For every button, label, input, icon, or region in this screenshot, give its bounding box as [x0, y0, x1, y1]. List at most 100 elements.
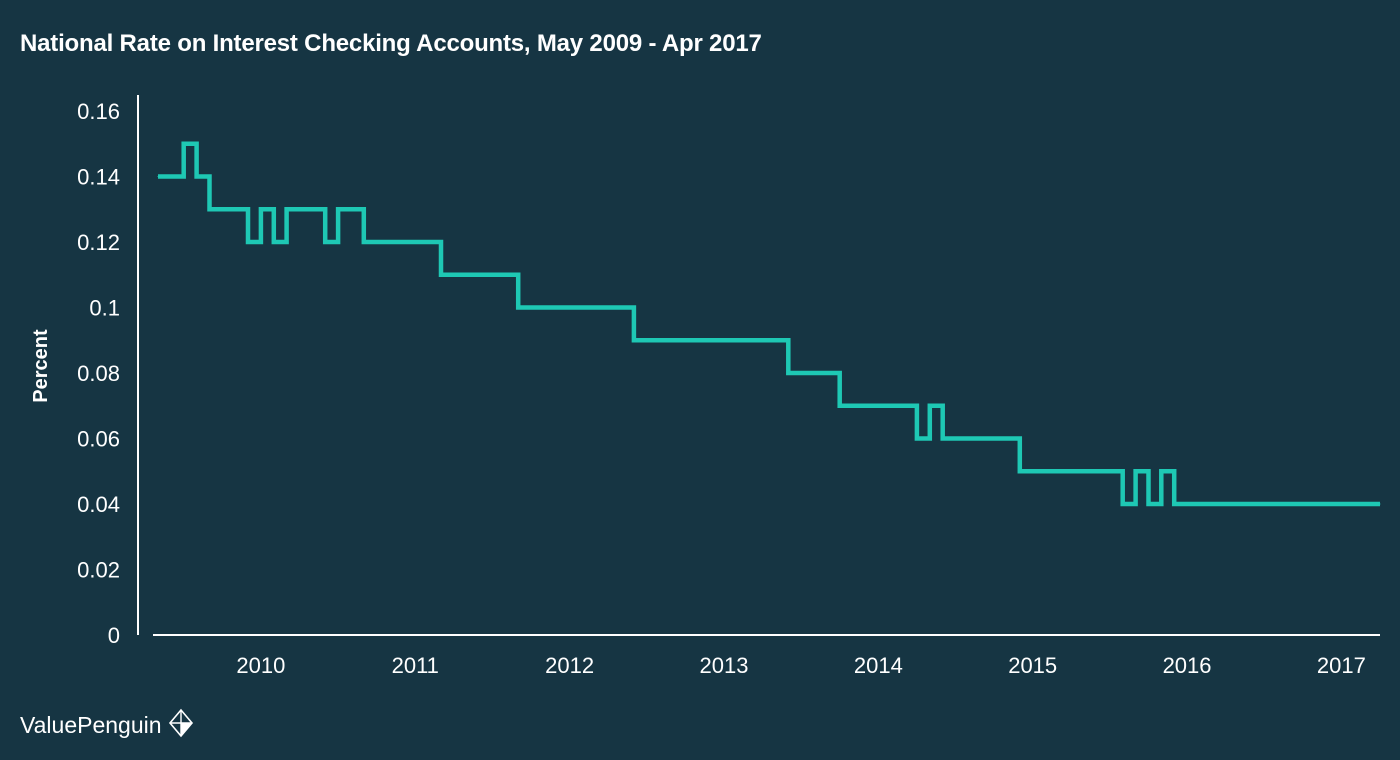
data-point	[517, 307, 519, 308]
data-point	[414, 241, 416, 243]
data-point	[710, 339, 712, 341]
y-tick-label: 0.12	[77, 230, 120, 255]
y-tick-label: 0.16	[77, 99, 120, 124]
data-point	[569, 307, 571, 308]
data-point	[543, 307, 545, 308]
data-point	[774, 339, 776, 341]
data-point	[1148, 503, 1149, 505]
data-point	[1289, 503, 1291, 505]
data-point	[1366, 503, 1368, 505]
data-point	[993, 438, 995, 439]
data-point	[594, 307, 596, 308]
data-point	[1109, 470, 1111, 472]
data-point	[453, 274, 455, 276]
data-point	[157, 176, 159, 177]
data-point	[980, 438, 982, 439]
data-point	[221, 208, 223, 210]
data-point	[1122, 503, 1124, 505]
data-point	[865, 405, 866, 407]
data-point	[273, 241, 275, 243]
data-point	[466, 274, 468, 276]
data-point	[1379, 503, 1381, 505]
data-point	[813, 372, 815, 374]
data-point	[1353, 503, 1355, 505]
data-point	[491, 274, 493, 276]
data-point	[890, 405, 892, 407]
data-point	[209, 208, 210, 210]
data-point	[363, 241, 365, 243]
data-point	[852, 405, 854, 407]
chart-title: National Rate on Interest Checking Accou…	[20, 30, 762, 57]
y-tick-label: 0.06	[77, 427, 120, 452]
x-tick-label: 2016	[1163, 653, 1212, 678]
data-point	[376, 241, 378, 243]
data-point	[1238, 503, 1239, 505]
data-point	[1096, 470, 1098, 472]
series-group	[157, 141, 1381, 507]
data-point	[299, 208, 300, 210]
data-point	[967, 438, 969, 439]
data-point	[723, 339, 725, 341]
data-point	[234, 208, 236, 210]
data-point	[170, 176, 172, 177]
data-point	[903, 405, 905, 407]
y-tick-label: 0	[108, 623, 120, 648]
data-point	[762, 339, 764, 341]
data-point	[1135, 470, 1137, 472]
penguin-logo-icon	[168, 708, 194, 743]
line-chart: 00.020.040.060.080.10.120.140.16 2010 201…	[30, 95, 1381, 678]
data-point	[1032, 470, 1034, 472]
data-point	[916, 438, 918, 439]
x-tick-label: 2017	[1317, 653, 1366, 678]
data-point	[787, 372, 789, 374]
data-point	[633, 339, 635, 341]
x-axis: 2010 2011 2012 2013 2014 2015 2016 2017	[153, 634, 1380, 678]
y-tick-label: 0.14	[77, 165, 120, 190]
data-point	[672, 339, 673, 341]
series-line	[158, 141, 1380, 507]
y-tick-label: 0.1	[89, 296, 120, 321]
data-point	[582, 307, 583, 308]
data-point	[1019, 470, 1021, 472]
data-point	[1212, 503, 1214, 505]
data-point	[311, 208, 313, 210]
x-tick-label: 2012	[545, 653, 594, 678]
data-point	[1276, 503, 1278, 505]
x-tick-label: 2014	[854, 653, 903, 678]
x-tick-label: 2011	[392, 653, 439, 678]
data-point	[350, 208, 352, 210]
data-point	[1250, 503, 1252, 505]
data-point	[684, 339, 686, 341]
y-tick-label: 0.08	[77, 361, 120, 386]
data-point	[942, 438, 944, 439]
data-point	[1070, 470, 1072, 472]
data-point	[1083, 470, 1085, 472]
data-point	[247, 241, 249, 243]
data-point	[530, 307, 532, 308]
data-point	[337, 208, 339, 210]
data-point	[1173, 503, 1175, 505]
data-point	[839, 405, 841, 407]
data-point	[1302, 503, 1304, 505]
brand-logo[interactable]: ValuePenguin	[20, 708, 194, 743]
data-point	[504, 274, 506, 276]
data-point	[196, 176, 198, 177]
data-point	[427, 241, 429, 243]
data-point	[389, 241, 390, 243]
data-point	[736, 339, 738, 341]
y-axis-label: Percent	[30, 329, 52, 403]
y-axis: 0 0.02 0.04 0.06 0.08 0.1 0.12 0.14 0.16	[77, 95, 139, 648]
data-point	[1328, 503, 1329, 505]
data-point	[1057, 470, 1059, 472]
data-point	[620, 307, 622, 308]
data-point	[1315, 503, 1317, 505]
data-point	[286, 208, 288, 210]
data-point	[1263, 503, 1265, 505]
data-point	[440, 274, 442, 276]
data-point	[800, 372, 802, 374]
data-point	[1186, 503, 1188, 505]
data-point	[556, 307, 558, 308]
y-tick-label: 0.04	[77, 492, 120, 517]
data-point	[877, 405, 879, 407]
data-point	[183, 143, 185, 145]
